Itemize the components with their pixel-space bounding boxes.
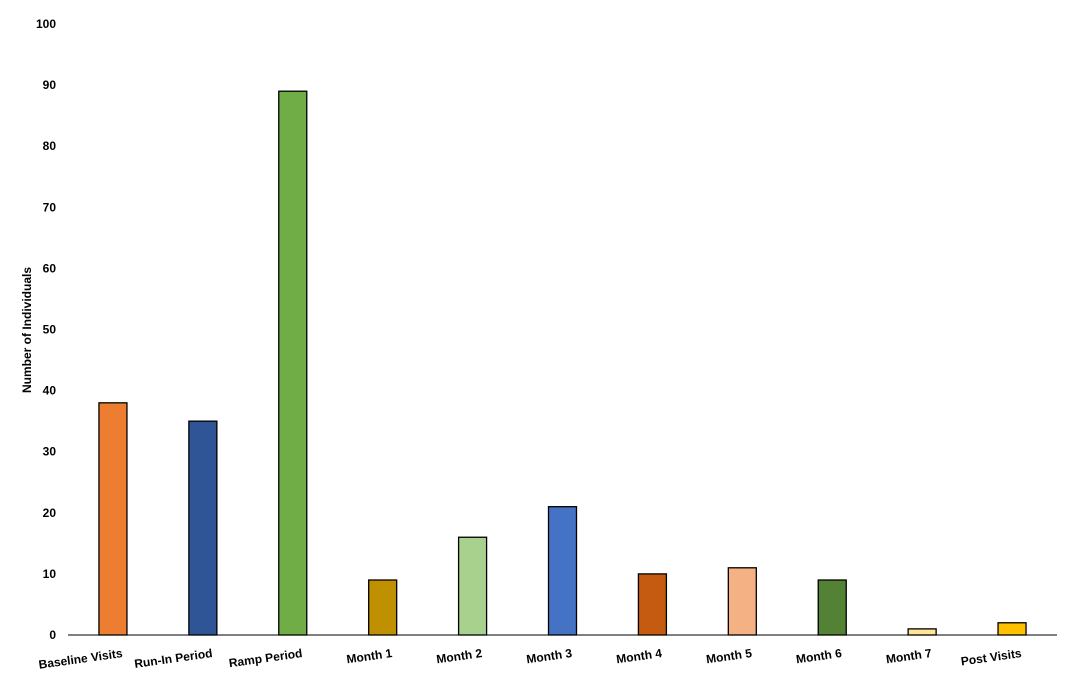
bars xyxy=(98,90,1027,636)
y-tick-label: 30 xyxy=(43,445,57,459)
x-category-label: Post Visits xyxy=(960,646,1023,668)
x-category-label: Ramp Period xyxy=(228,646,303,670)
bar xyxy=(637,573,668,636)
bar xyxy=(278,90,308,636)
y-tick-label: 40 xyxy=(43,384,57,398)
x-category-label: Baseline Visits xyxy=(38,646,124,672)
x-category-label: Month 2 xyxy=(436,646,484,666)
bar xyxy=(98,402,128,636)
bar xyxy=(727,567,757,636)
x-category-label: Month 5 xyxy=(705,646,753,666)
y-tick-label: 20 xyxy=(43,506,57,520)
bar xyxy=(188,420,218,636)
y-tick-label: 0 xyxy=(49,628,56,642)
x-category-label: Month 4 xyxy=(615,646,663,666)
y-tick-label: 70 xyxy=(43,200,57,214)
x-category-label: Month 6 xyxy=(795,646,843,666)
x-axis-labels: Baseline Visits Run-In Period Ramp Period M… xyxy=(38,646,1023,672)
x-category-label: Run-In Period xyxy=(133,646,213,671)
y-tick-label: 10 xyxy=(43,567,57,581)
y-tick-label: 50 xyxy=(43,323,57,337)
bar xyxy=(368,579,398,636)
bar xyxy=(907,628,937,636)
y-tick-label: 60 xyxy=(43,261,57,275)
y-tick-label: 90 xyxy=(43,78,57,92)
y-axis-ticks: 0 10 20 30 40 50 60 70 80 90 100 xyxy=(36,17,56,642)
x-category-label: Month 7 xyxy=(885,646,933,666)
bar xyxy=(817,579,847,636)
bar xyxy=(457,536,488,636)
bar xyxy=(997,622,1027,636)
y-tick-label: 100 xyxy=(36,17,56,31)
x-category-label: Month 3 xyxy=(525,646,573,666)
y-tick-label: 80 xyxy=(43,139,57,153)
x-category-label: Month 1 xyxy=(346,646,394,666)
bar xyxy=(547,506,578,636)
y-axis-title: Number of Individuals xyxy=(20,267,34,393)
